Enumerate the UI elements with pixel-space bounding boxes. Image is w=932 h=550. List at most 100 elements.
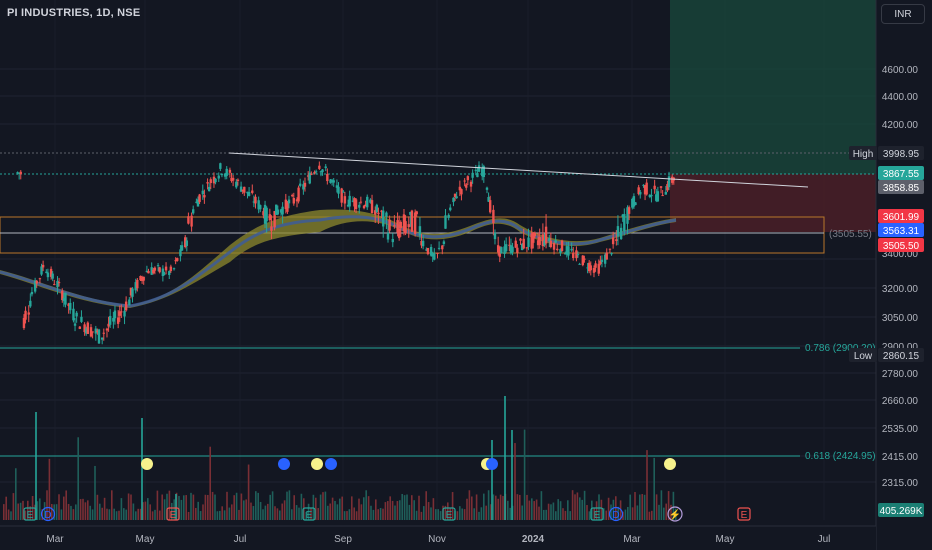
candle-body [78, 326, 82, 329]
candle-body [108, 315, 112, 325]
candle-body [196, 199, 200, 207]
volume-bar [355, 511, 358, 520]
volume-bar [259, 501, 262, 520]
volume-bar [667, 491, 670, 520]
candle-body [306, 175, 310, 177]
volume-bar [324, 491, 327, 520]
currency-selector[interactable]: INR [881, 4, 925, 24]
volume-bar [235, 492, 238, 520]
volume-bar [84, 502, 87, 520]
candle-body [131, 288, 134, 297]
candle-body [671, 176, 674, 183]
candle-body [136, 279, 139, 289]
candle-body [314, 171, 318, 173]
candle-body [319, 171, 323, 173]
profit-zone [670, 0, 876, 174]
candle-body [290, 195, 294, 197]
candle-body [67, 303, 70, 307]
candle-body [16, 172, 19, 174]
candle-body [538, 237, 541, 246]
price-tag-bg [878, 180, 924, 194]
volume-bar [168, 490, 171, 520]
candle-body [24, 310, 27, 320]
candle-body [75, 312, 78, 317]
volume-bar [629, 494, 631, 520]
price-tag-label: Low [854, 351, 873, 362]
candle-body [407, 224, 410, 228]
y-tick-label: 2535.00 [882, 424, 919, 435]
volume-bar [658, 504, 660, 520]
event-marker-E: E [23, 507, 37, 521]
volume-bar [463, 509, 466, 520]
volume-bar [396, 501, 399, 520]
price-tag-label-bg [849, 348, 877, 362]
volume-bar [223, 510, 226, 520]
volume-bar [485, 505, 487, 520]
candle-body [458, 186, 462, 191]
volume-bar [240, 493, 243, 520]
candle-body [536, 240, 540, 246]
candle-body [375, 204, 379, 212]
fib-0786-label: 0.786 (2900.20) [805, 343, 876, 354]
volume-bar [24, 510, 27, 520]
candle-body [295, 199, 299, 202]
volume-bar [427, 502, 430, 520]
volume-bar [444, 505, 447, 520]
price-tag-value: 2860.15 [883, 351, 920, 362]
candle-body [318, 165, 321, 169]
volume-bar [7, 509, 10, 520]
volume-bar [408, 504, 411, 520]
candle-body [96, 330, 99, 332]
candle-body [64, 292, 67, 305]
candle-body [421, 240, 425, 247]
volume-bar [257, 492, 259, 520]
volume-bar [521, 505, 523, 520]
candle-body [460, 189, 463, 195]
candle-body [565, 246, 569, 255]
candle-body [559, 249, 562, 254]
signal-dot [311, 458, 323, 470]
candle-body [418, 226, 422, 236]
volume-bar [593, 507, 595, 520]
candle-body [184, 237, 187, 248]
resistance-trendline [228, 152, 809, 188]
volume-bar [12, 493, 15, 520]
volume-bar [543, 509, 545, 520]
volume-bar [579, 497, 581, 520]
candle-body [511, 246, 514, 253]
volume-bar [166, 493, 168, 520]
candle-body [228, 169, 232, 173]
candle-body [203, 195, 206, 198]
volume-bar [139, 508, 142, 520]
volume-bar [675, 508, 677, 520]
volume-bar [672, 491, 675, 520]
volume-bar [127, 493, 130, 520]
price-tag-value: 3867.55 [883, 169, 920, 180]
candle-body [129, 287, 133, 296]
y-tick-label: 3200.00 [882, 284, 919, 295]
candle-body [147, 271, 150, 274]
earnings-icon [166, 507, 180, 521]
volume-bar [567, 500, 569, 520]
volume-spike [35, 412, 37, 520]
volume-bar [36, 501, 39, 520]
candle-body [118, 311, 121, 316]
candle-body [533, 233, 537, 237]
candle-body [17, 172, 21, 174]
price-tag-bg [878, 166, 924, 180]
candle-body [134, 282, 137, 291]
candle-body [664, 191, 668, 195]
candle-body [113, 310, 117, 319]
volume-bar [466, 498, 468, 520]
volume-bar [156, 490, 159, 520]
candle-body [297, 187, 300, 202]
candle-body [247, 191, 251, 196]
volume-bar [591, 500, 593, 520]
volume-bar [233, 495, 235, 520]
volume-bar [228, 507, 231, 520]
candle-body [270, 226, 273, 231]
split-glyph: ⚡ [669, 508, 681, 521]
candle-body [169, 266, 173, 272]
candle-body [207, 186, 211, 192]
